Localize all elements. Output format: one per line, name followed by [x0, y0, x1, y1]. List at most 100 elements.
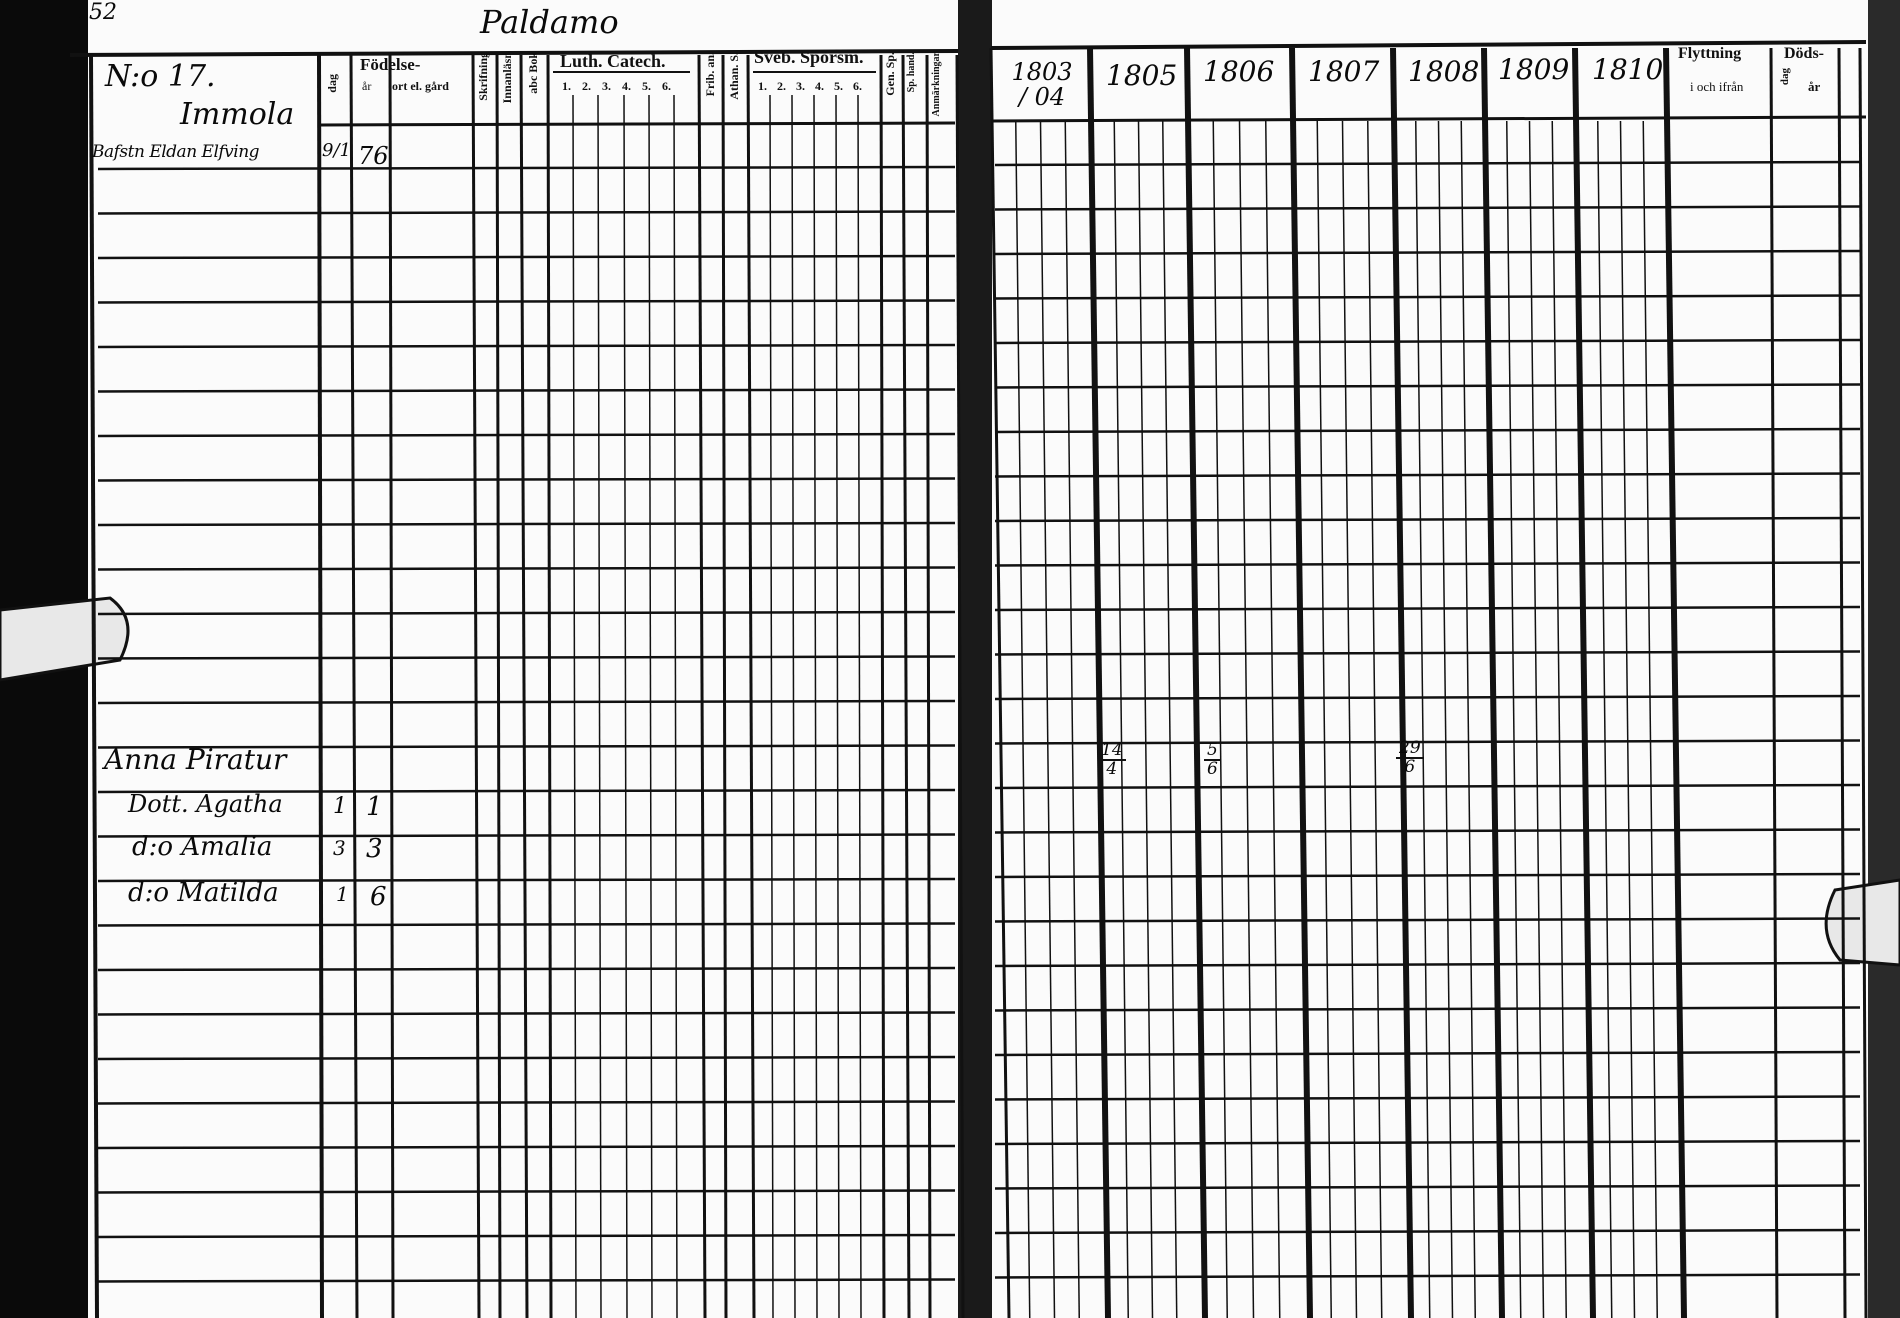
column-rule [89, 54, 99, 1318]
year-1809: 1809 [1498, 53, 1570, 86]
household-number: N:o 17. [105, 59, 216, 94]
column-rule [901, 54, 911, 1318]
column-rule [925, 54, 932, 1318]
column-rule [1087, 47, 1111, 1318]
row-rule [97, 833, 956, 838]
subcolumn-rule [1212, 120, 1228, 1318]
row-rule [994, 472, 1861, 478]
page-edge-right [1868, 0, 1900, 1318]
subcolumn-rule [1265, 120, 1281, 1318]
row-rule [994, 739, 1861, 745]
header-dods: Döds- [1784, 45, 1825, 62]
row-rule [97, 432, 956, 438]
column-rule [955, 54, 965, 1318]
row-rule [97, 210, 956, 215]
column-rule [1663, 47, 1687, 1318]
column-rule [697, 54, 707, 1318]
mark-month: 4 [1106, 759, 1118, 779]
subcolumn-rule [1064, 120, 1080, 1318]
column-rule [1858, 47, 1868, 1318]
column-rule [349, 54, 359, 1318]
right-header-bottom-rule [990, 115, 1867, 123]
year-1807: 1807 [1308, 55, 1380, 88]
subcolumn-rule [1437, 120, 1454, 1318]
header-athan: Athan. S. [727, 52, 741, 100]
header-ort: ort el. gård [392, 79, 449, 93]
column-rule [519, 54, 529, 1318]
column-rule [1289, 47, 1313, 1318]
row-rule [994, 1050, 1861, 1057]
subcolumn-rule [1316, 120, 1332, 1318]
entry-dag: 9/1 [322, 140, 351, 161]
column-rule [1184, 47, 1208, 1318]
header-sveb-sporsm: Sveb. Spörsm. [754, 47, 864, 67]
row-rule [994, 694, 1861, 701]
subcolumn-rule [623, 94, 628, 1318]
subcolumn-rule [1597, 120, 1613, 1318]
subcolumn-rule [1460, 120, 1476, 1318]
row-rule [97, 877, 956, 883]
header-frib: Frib. an. [703, 52, 717, 97]
date-mark-1805: 14 4 [1098, 742, 1126, 778]
column-rule [879, 54, 886, 1318]
row-rule [994, 205, 1861, 211]
year-1808: 1808 [1408, 55, 1480, 88]
subcolumn-rule [1137, 120, 1154, 1318]
year-1810: 1810 [1592, 53, 1664, 86]
row-rule [994, 294, 1861, 300]
column-rule [495, 54, 502, 1318]
row-rule [994, 561, 1861, 567]
column-rule [989, 47, 1011, 1318]
subcolumn-rule [1113, 120, 1129, 1318]
mark-month: 6 [1207, 759, 1218, 779]
year-1803-04: 1803 / 04 [1011, 58, 1073, 112]
row-rule [97, 788, 956, 794]
row-rule [994, 961, 1861, 968]
header-sveb-subcolumns: 1. 2. 3. 4. 5. 6. [758, 79, 862, 93]
row-rule [994, 650, 1861, 656]
parish-title: Paldamo [480, 3, 619, 41]
entry-name: d:o Amalia [132, 832, 273, 862]
column-rule [746, 54, 756, 1318]
row-rule [994, 605, 1861, 612]
thumb-left [0, 596, 130, 682]
column-rule [721, 54, 728, 1318]
entry-ar: 1 [366, 792, 383, 822]
row-rule [994, 516, 1861, 523]
date-mark-1808: 29 6 [1396, 740, 1424, 776]
header-dag: dag [325, 74, 339, 93]
header-innanlasn: Innanläsn [500, 52, 514, 104]
row-rule [994, 917, 1861, 923]
header-bottom-rule [319, 121, 956, 127]
subcolumn-rule [857, 94, 862, 1318]
row-rule [97, 254, 956, 260]
mark-month: 6 [1404, 757, 1416, 777]
year-1805: 1805 [1106, 59, 1178, 92]
mark-day: 29 [1396, 740, 1424, 759]
subcolumn-rule [1015, 120, 1031, 1318]
column-rule [317, 54, 324, 1318]
column-rule [388, 54, 395, 1318]
header-skrifning: Skrifning [476, 52, 490, 101]
subcolumn-rule [1039, 120, 1056, 1318]
row-rule [97, 655, 956, 660]
subcolumn-rule [572, 94, 577, 1318]
subcolumn-rule [648, 94, 653, 1318]
row-rule [994, 383, 1861, 389]
entry-ar: 76 [358, 142, 389, 170]
header-gen-sp: Gen. Sp. [883, 52, 897, 96]
row-rule [97, 477, 956, 482]
row-rule [994, 872, 1861, 879]
row-rule [994, 1273, 1861, 1279]
subcolumn-rule [1551, 120, 1567, 1318]
column-rule [1572, 47, 1596, 1318]
book-gutter [958, 0, 992, 1318]
header-sp-hand: Sp. hand. [906, 52, 917, 93]
row-rule [97, 744, 956, 749]
row-rule [994, 783, 1861, 790]
header-luth-catech: Luth. Catech. [560, 51, 666, 71]
row-rule [994, 828, 1861, 834]
header-top-rule [69, 49, 959, 57]
subcolumn-rule [1415, 120, 1431, 1318]
